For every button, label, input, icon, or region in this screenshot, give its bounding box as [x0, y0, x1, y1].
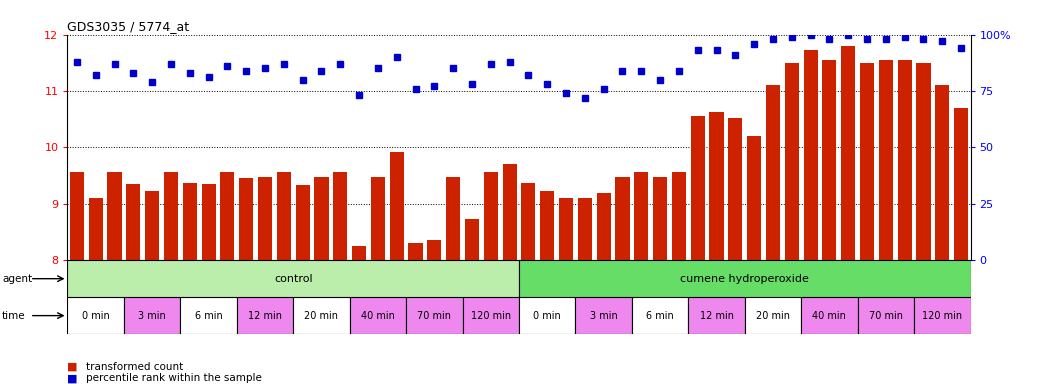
Bar: [729, 118, 742, 260]
Bar: [861, 63, 874, 260]
Bar: [88, 198, 103, 260]
Bar: [164, 172, 177, 260]
Bar: [406, 297, 463, 334]
Bar: [597, 192, 610, 260]
Bar: [519, 260, 971, 297]
Bar: [616, 177, 629, 260]
Bar: [258, 177, 272, 260]
Text: 3 min: 3 min: [590, 311, 618, 321]
Bar: [898, 60, 911, 260]
Bar: [914, 297, 971, 334]
Bar: [446, 177, 460, 260]
Bar: [653, 177, 667, 260]
Bar: [465, 219, 479, 260]
Bar: [409, 243, 422, 260]
Text: 3 min: 3 min: [138, 311, 166, 321]
Text: ■: ■: [67, 373, 78, 383]
Text: ■: ■: [67, 362, 78, 372]
Text: 12 min: 12 min: [700, 311, 734, 321]
Bar: [690, 116, 705, 260]
Bar: [293, 297, 350, 334]
Bar: [857, 297, 914, 334]
Bar: [484, 172, 498, 260]
Bar: [540, 191, 554, 260]
Bar: [108, 172, 121, 260]
Text: 40 min: 40 min: [813, 311, 846, 321]
Bar: [502, 164, 517, 260]
Bar: [521, 183, 536, 260]
Text: 120 min: 120 min: [470, 311, 511, 321]
Bar: [559, 198, 573, 260]
Bar: [688, 297, 745, 334]
Bar: [333, 172, 348, 260]
Bar: [519, 297, 575, 334]
Bar: [879, 60, 893, 260]
Bar: [277, 172, 291, 260]
Bar: [463, 297, 519, 334]
Bar: [181, 297, 237, 334]
Bar: [954, 108, 968, 260]
Bar: [710, 112, 723, 260]
Bar: [201, 184, 216, 260]
Bar: [428, 240, 441, 260]
Bar: [841, 46, 855, 260]
Text: 12 min: 12 min: [248, 311, 282, 321]
Bar: [632, 297, 688, 334]
Bar: [747, 136, 761, 260]
Bar: [67, 260, 519, 297]
Bar: [766, 85, 780, 260]
Text: 20 min: 20 min: [304, 311, 338, 321]
Bar: [127, 184, 140, 260]
Bar: [745, 297, 801, 334]
Bar: [124, 297, 181, 334]
Text: percentile rank within the sample: percentile rank within the sample: [86, 373, 262, 383]
Bar: [785, 63, 799, 260]
Text: control: control: [274, 274, 312, 284]
Bar: [634, 172, 649, 260]
Bar: [145, 191, 159, 260]
Bar: [67, 297, 124, 334]
Bar: [822, 60, 837, 260]
Bar: [575, 297, 632, 334]
Text: 70 min: 70 min: [417, 311, 452, 321]
Text: 0 min: 0 min: [82, 311, 110, 321]
Text: cumene hydroperoxide: cumene hydroperoxide: [680, 274, 810, 284]
Text: time: time: [2, 311, 26, 321]
Bar: [220, 172, 235, 260]
Bar: [237, 297, 294, 334]
Bar: [239, 179, 253, 260]
Text: transformed count: transformed count: [86, 362, 184, 372]
Bar: [801, 297, 857, 334]
Bar: [350, 297, 406, 334]
Text: 70 min: 70 min: [869, 311, 903, 321]
Text: 0 min: 0 min: [534, 311, 562, 321]
Text: GDS3035 / 5774_at: GDS3035 / 5774_at: [67, 20, 190, 33]
Bar: [70, 172, 84, 260]
Bar: [371, 177, 385, 260]
Bar: [315, 177, 328, 260]
Bar: [803, 50, 818, 260]
Bar: [917, 63, 930, 260]
Text: 40 min: 40 min: [361, 311, 394, 321]
Bar: [389, 152, 404, 260]
Text: 6 min: 6 min: [195, 311, 222, 321]
Bar: [296, 185, 309, 260]
Bar: [935, 85, 950, 260]
Text: 20 min: 20 min: [756, 311, 790, 321]
Text: 120 min: 120 min: [922, 311, 962, 321]
Text: agent: agent: [2, 274, 32, 284]
Text: 6 min: 6 min: [647, 311, 674, 321]
Bar: [183, 183, 197, 260]
Bar: [672, 172, 686, 260]
Bar: [352, 246, 366, 260]
Bar: [578, 198, 592, 260]
